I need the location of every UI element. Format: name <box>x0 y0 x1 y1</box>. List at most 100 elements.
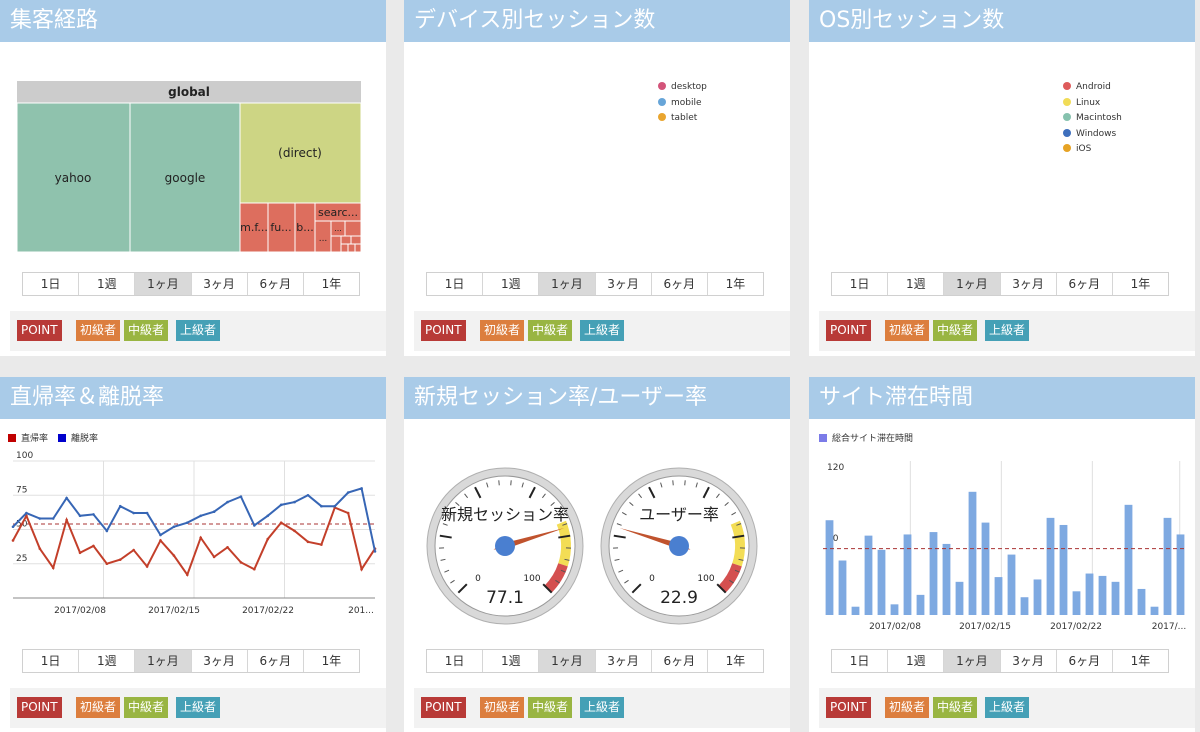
bar[interactable] <box>981 522 990 615</box>
bar[interactable] <box>968 491 977 615</box>
tag-beginner[interactable]: 初級者 <box>885 697 930 718</box>
tag-beginner[interactable]: 初級者 <box>480 320 525 341</box>
data-point[interactable] <box>266 514 270 518</box>
data-point[interactable] <box>226 546 229 549</box>
referral-treemap[interactable]: global yahoo google (direct) m.f... fu..… <box>0 42 386 262</box>
data-point[interactable] <box>360 487 363 490</box>
tab-period-2[interactable]: 1ヶ月 <box>135 273 192 295</box>
tab-period-3[interactable]: 3ヶ月 <box>596 273 652 295</box>
tag-beginner[interactable]: 初級者 <box>76 320 121 341</box>
data-point[interactable] <box>373 550 377 553</box>
bar[interactable] <box>916 594 925 615</box>
data-point[interactable] <box>253 567 256 571</box>
tab-period-2[interactable]: 1ヶ月 <box>944 650 1001 672</box>
treemap-cell-small-e[interactable] <box>340 235 352 245</box>
bar[interactable] <box>851 606 860 615</box>
legend-item-ios[interactable]: iOS <box>1063 144 1122 160</box>
tag-point[interactable]: POINT <box>17 697 62 718</box>
legend-item-mobile[interactable]: mobile <box>658 97 707 114</box>
data-point[interactable] <box>172 525 176 529</box>
tag-advanced[interactable]: 上級者 <box>580 697 625 718</box>
bar[interactable] <box>929 532 938 615</box>
bar[interactable] <box>1007 554 1016 615</box>
tab-period-3[interactable]: 3ヶ月 <box>192 650 248 672</box>
tag-advanced[interactable]: 上級者 <box>985 320 1030 341</box>
bar[interactable] <box>1124 504 1133 615</box>
tab-period-4[interactable]: 6ヶ月 <box>248 650 304 672</box>
data-point[interactable] <box>65 518 68 522</box>
data-point[interactable] <box>78 514 82 518</box>
bar[interactable] <box>1150 606 1159 615</box>
tab-period-0[interactable]: 1日 <box>23 273 80 295</box>
data-point[interactable] <box>38 547 42 550</box>
tab-period-0[interactable]: 1日 <box>832 650 889 672</box>
data-point[interactable] <box>118 558 122 561</box>
tag-beginner[interactable]: 初級者 <box>480 697 525 718</box>
data-point[interactable] <box>293 529 296 533</box>
duration-bar-chart[interactable]: 総合サイト滞在時間 120602017/02/082017/02/152017/… <box>809 419 1195 639</box>
data-point[interactable] <box>306 540 310 544</box>
legend-item-windows[interactable]: Windows <box>1063 128 1122 145</box>
tab-period-5[interactable]: 1年 <box>321 277 342 291</box>
tag-intermediate[interactable]: 中級者 <box>124 320 169 341</box>
bar[interactable] <box>903 534 912 615</box>
tab-period-4[interactable]: 6ヶ月 <box>652 650 708 672</box>
tab-period-1[interactable]: 1週 <box>79 273 136 295</box>
tag-point[interactable]: POINT <box>421 320 466 341</box>
tag-beginner[interactable]: 初級者 <box>885 320 930 341</box>
tab-period-0[interactable]: 1日 <box>427 650 484 672</box>
tab-period-2[interactable]: 1ヶ月 <box>135 650 192 672</box>
tag-advanced[interactable]: 上級者 <box>176 320 221 341</box>
data-point[interactable] <box>320 504 323 508</box>
data-point[interactable] <box>11 525 15 529</box>
data-point[interactable] <box>346 491 350 494</box>
tab-period-5[interactable]: 1年 <box>321 654 342 668</box>
bar[interactable] <box>877 549 886 615</box>
legend-item-1[interactable]: 離脱率 <box>58 434 98 444</box>
treemap-root-cell[interactable] <box>17 81 361 103</box>
legend-item-tablet[interactable]: tablet <box>658 113 707 129</box>
os-pie-chart[interactable]: 28.2%19.8%50.9% Android Linux Macintosh Win… <box>809 42 1195 262</box>
series-line-0[interactable] <box>12 506 376 577</box>
data-point[interactable] <box>212 510 216 513</box>
bar[interactable] <box>1111 581 1120 615</box>
treemap-cell-small-c[interactable] <box>344 220 362 237</box>
data-point[interactable] <box>293 500 296 504</box>
bar[interactable] <box>1176 534 1185 615</box>
legend-item-0[interactable]: 総合サイト滞在時間 <box>819 434 913 444</box>
tab-period-5[interactable]: 1年 <box>725 277 746 291</box>
data-point[interactable] <box>159 533 162 537</box>
legend-item-linux[interactable]: Linux <box>1063 97 1122 114</box>
data-point[interactable] <box>360 567 363 571</box>
tab-period-3[interactable]: 3ヶ月 <box>1001 650 1057 672</box>
bar[interactable] <box>1046 517 1055 615</box>
bar[interactable] <box>864 535 873 615</box>
treemap-cell-small-h[interactable] <box>347 243 356 253</box>
bar[interactable] <box>1098 575 1107 615</box>
tab-period-4[interactable]: 6ヶ月 <box>248 273 304 295</box>
tab-period-4[interactable]: 6ヶ月 <box>1057 650 1113 672</box>
tag-intermediate[interactable]: 中級者 <box>528 697 573 718</box>
tab-period-2[interactable]: 1ヶ月 <box>539 650 596 672</box>
treemap-cell-fu[interactable] <box>267 202 296 253</box>
data-point[interactable] <box>132 511 135 515</box>
data-point[interactable] <box>38 517 42 520</box>
tag-point[interactable]: POINT <box>421 697 466 718</box>
bar[interactable] <box>1163 517 1172 615</box>
data-point[interactable] <box>51 517 55 520</box>
bounce-line-chart[interactable]: 直帰率 離脱率 100 75 50 25 2017/02/08 2017/02/15 2017… <box>0 419 386 639</box>
tab-period-1[interactable]: 1週 <box>483 273 540 295</box>
data-point[interactable] <box>266 537 270 541</box>
bar[interactable] <box>1020 597 1029 615</box>
tab-period-4[interactable]: 6ヶ月 <box>652 273 708 295</box>
tab-period-2[interactable]: 1ヶ月 <box>944 273 1001 295</box>
data-point[interactable] <box>253 524 256 527</box>
tab-period-0[interactable]: 1日 <box>427 273 484 295</box>
treemap-cell-small-d[interactable] <box>330 235 342 253</box>
data-point[interactable] <box>118 504 122 508</box>
data-point[interactable] <box>320 543 323 546</box>
data-point[interactable] <box>25 511 28 515</box>
tab-period-0[interactable]: 1日 <box>832 273 889 295</box>
data-point[interactable] <box>239 561 243 564</box>
device-pie-chart[interactable]: 20.5%76.9% desktop mobile tablet <box>404 42 790 262</box>
